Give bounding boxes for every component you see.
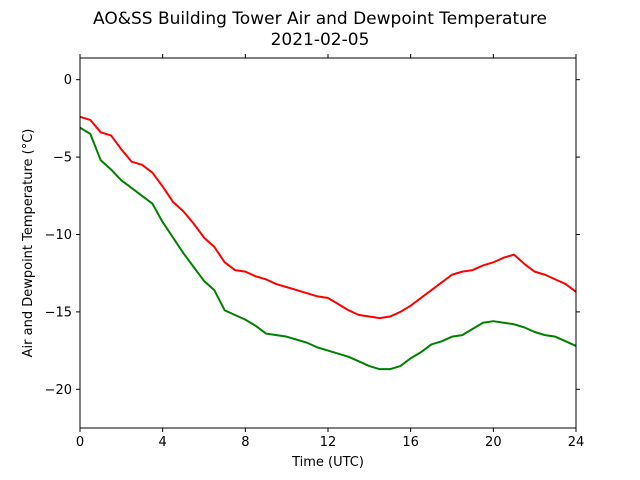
x-axis-label: Time (UTC): [291, 455, 364, 470]
y-tick-label: 0: [64, 73, 72, 88]
y-axis-label: Air and Dewpoint Temperature (°C): [21, 129, 36, 358]
chart-title: AO&SS Building Tower Air and Dewpoint Te…: [93, 9, 547, 29]
x-tick-label: 8: [241, 435, 249, 450]
y-tick-label: −10: [45, 228, 72, 243]
series-line-1: [79, 115, 577, 320]
x-tick-label: 24: [568, 435, 585, 450]
y-tick-label: −5: [53, 151, 72, 166]
x-tick-label: 20: [485, 435, 502, 450]
plot-frame: [80, 58, 576, 428]
x-axis-ticks: 0 4 8 12 16 20 24: [76, 54, 584, 450]
series-line-2: [79, 126, 577, 371]
y-axis-ticks: 0 −5 −10 −15 −20: [45, 73, 580, 398]
y-tick-label: −20: [45, 383, 72, 398]
chart-subtitle: 2021-02-05: [271, 30, 370, 50]
y-tick-label: −15: [45, 305, 72, 320]
x-tick-label: 0: [76, 435, 84, 450]
x-tick-label: 16: [402, 435, 419, 450]
x-tick-label: 4: [159, 435, 167, 450]
series-layer: [79, 115, 577, 371]
plot-area: 0 4 8 12 16 20 24 0 −5 −10 −15 −20: [45, 54, 584, 450]
x-tick-label: 12: [320, 435, 337, 450]
